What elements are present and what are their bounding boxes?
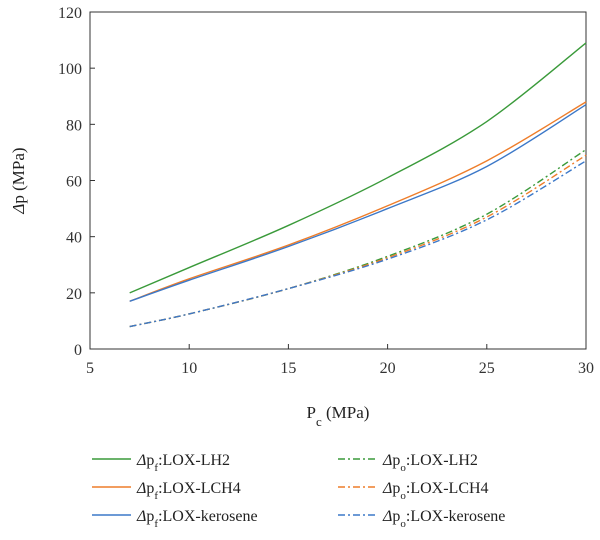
y-axis-label: Δp (MPa) bbox=[9, 147, 28, 214]
x-tick-label: 20 bbox=[380, 360, 396, 377]
series-line-6 bbox=[129, 160, 587, 328]
x-tick-label: 25 bbox=[479, 360, 495, 377]
y-tick-label: 0 bbox=[74, 342, 82, 359]
legend-entry-6: Δpo:LOX-kerosene bbox=[382, 508, 505, 530]
x-tick-label: 10 bbox=[181, 360, 197, 377]
x-tick-label: 5 bbox=[86, 360, 94, 377]
legend-entry-1: Δpf:LOX-LH2 bbox=[136, 452, 230, 474]
axes: 5 10 15 20 25 30 0 20 40 60 80 100 120 bbox=[58, 5, 594, 377]
y-tick-label: 120 bbox=[58, 5, 82, 22]
series-line-2 bbox=[129, 101, 587, 302]
legend: Δpf:LOX-LH2 Δpf:LOX-LCH4 Δpf:LOX-kerosene Δ… bbox=[92, 452, 505, 530]
legend-entry-2: Δpf:LOX-LCH4 bbox=[136, 480, 241, 502]
plot-frame bbox=[89, 11, 587, 350]
legend-entry-4: Δpo:LOX-LH2 bbox=[382, 452, 478, 474]
series-layer bbox=[129, 42, 587, 328]
legend-entry-3: Δpf:LOX-kerosene bbox=[136, 508, 258, 530]
series-line-5 bbox=[129, 154, 587, 328]
x-tick-label: 30 bbox=[578, 360, 594, 377]
legend-entry-5: Δpo:LOX-LCH4 bbox=[382, 480, 489, 502]
series-line-1 bbox=[129, 42, 587, 294]
x-axis-label: Pc (MPa) bbox=[307, 403, 370, 429]
y-tick-label: 20 bbox=[66, 286, 82, 303]
x-tick-label: 15 bbox=[280, 360, 296, 377]
y-tick-label: 100 bbox=[58, 61, 82, 78]
y-tick-label: 80 bbox=[66, 117, 82, 134]
series-line-4 bbox=[129, 149, 587, 328]
series-line-3 bbox=[129, 104, 587, 302]
y-tick-label: 40 bbox=[66, 230, 82, 247]
y-tick-label: 60 bbox=[66, 174, 82, 191]
